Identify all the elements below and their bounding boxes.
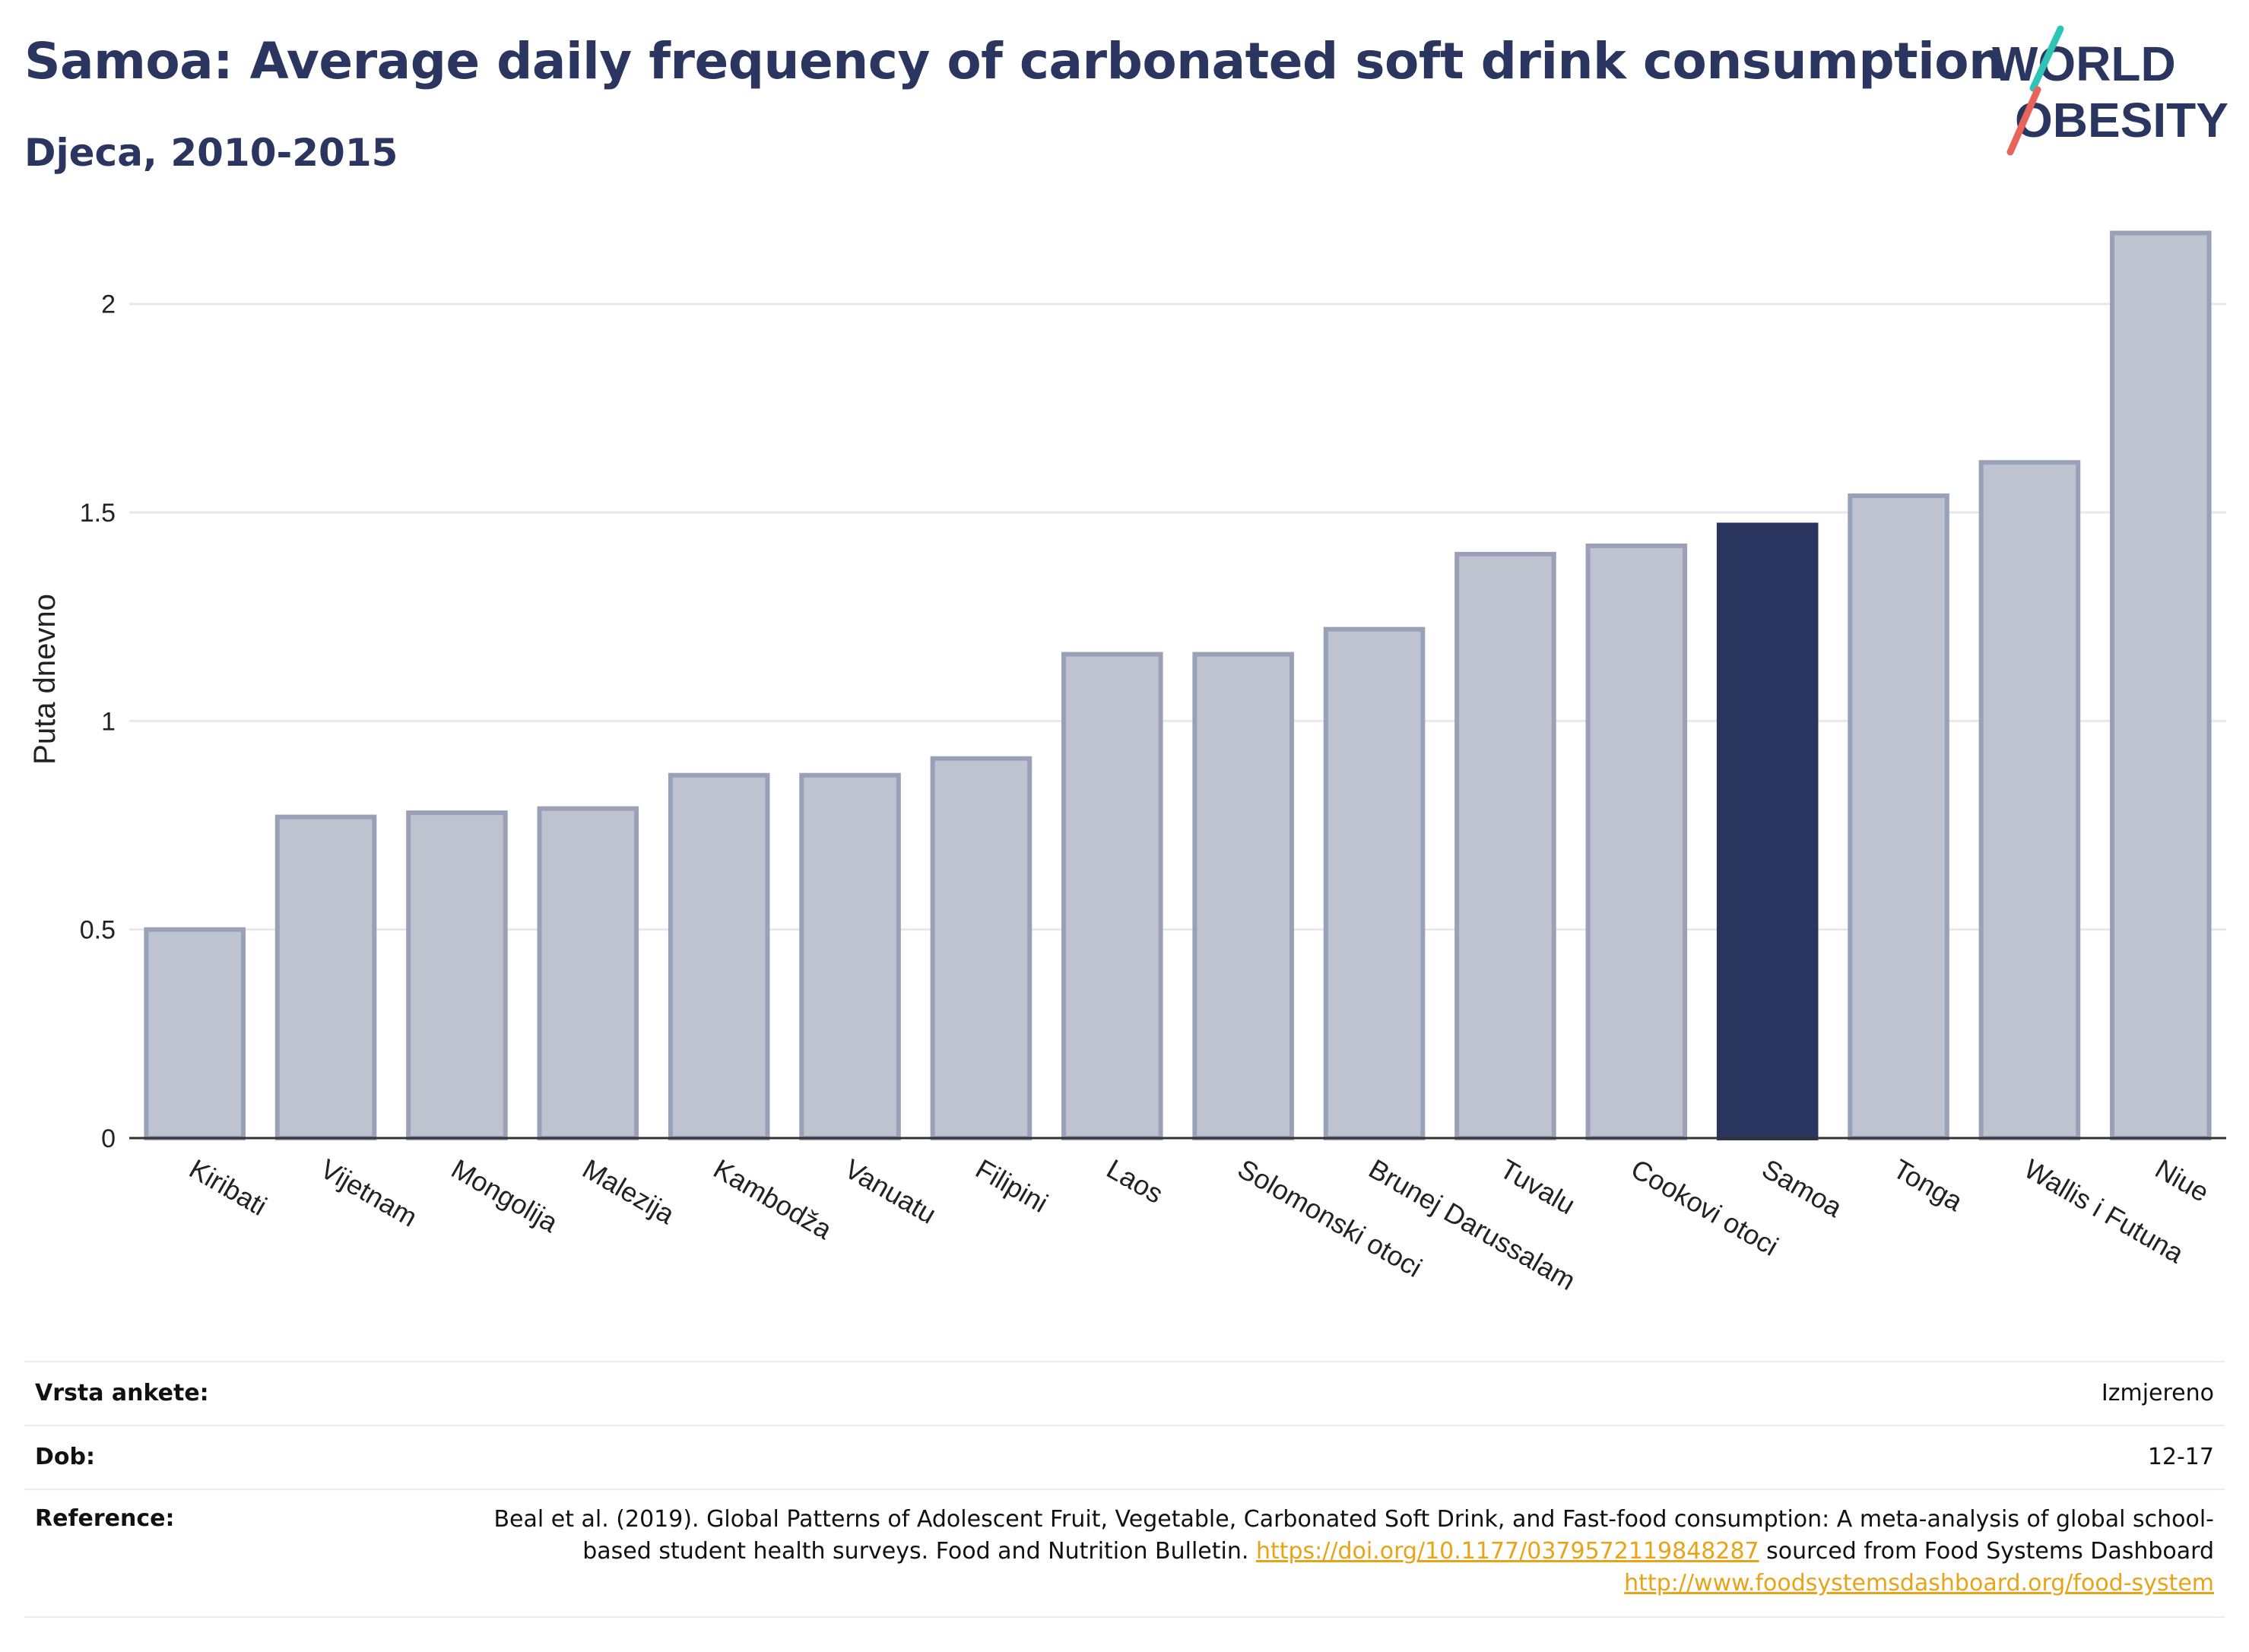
bar: [1848, 493, 1949, 1140]
chart-subtitle: Djeca, 2010-2015: [24, 131, 398, 175]
logo-slash-red: [2006, 86, 2041, 156]
bar: [144, 927, 246, 1140]
age-value: 12-17: [2147, 1444, 2214, 1470]
dashboard-link[interactable]: http://www.foodsystemsdashboard.org/food…: [1624, 1570, 2214, 1597]
y-axis-title: Puta dnevno: [28, 594, 62, 765]
logo-line1: WORLD: [1992, 36, 2176, 91]
x-tick-label: Mongolija: [446, 1153, 564, 1238]
x-tick-label: Kiribati: [184, 1153, 272, 1222]
x-tick-label: Vanuatu: [839, 1153, 941, 1229]
bar: [1978, 460, 2081, 1140]
reference-label: Reference:: [35, 1505, 175, 1532]
logo-slash-teal: [2029, 25, 2064, 92]
bar: [1061, 652, 1163, 1140]
x-tick-label: Kambodža: [709, 1153, 838, 1245]
reference-value: Beal et al. (2019). Global Patterns of A…: [430, 1490, 2225, 1600]
bar: [668, 772, 770, 1140]
logo-line2: OBESITY: [2015, 93, 2228, 147]
bar: [1454, 551, 1556, 1140]
x-tick-label: Niue: [2150, 1153, 2215, 1208]
reference-row: Reference: Beal et al. (2019). Global Pa…: [24, 1489, 2225, 1618]
survey-type-row: Vrsta ankete: Izmjereno: [24, 1361, 2225, 1425]
x-tick-label: Tuvalu: [1495, 1153, 1581, 1220]
bar: [537, 806, 639, 1140]
y-tick-label: 1.5: [80, 499, 116, 528]
y-tick-label: 1: [101, 707, 116, 736]
bar: [1716, 522, 1819, 1140]
world-obesity-logo: WORLD OBESITY: [1992, 25, 2228, 156]
bar: [930, 756, 1033, 1140]
bar: [1192, 652, 1294, 1140]
metadata-table: Vrsta ankete: Izmjereno Dob: 12-17 Refer…: [24, 1361, 2225, 1618]
x-tick-label: Samoa: [1757, 1153, 1848, 1223]
age-row: Dob: 12-17: [24, 1425, 2225, 1489]
age-label: Dob:: [35, 1444, 95, 1470]
x-tick-label: Tonga: [1888, 1153, 1968, 1217]
reference-text: Beal et al. (2019). Global Patterns of A…: [493, 1506, 2214, 1565]
x-tick-label: Filipini: [970, 1153, 1053, 1219]
reference-source-text: sourced from Food Systems Dashboard: [1766, 1538, 2214, 1565]
bar: [406, 810, 508, 1140]
y-tick-label: 2: [101, 290, 116, 319]
chart-title: Samoa: Average daily frequency of carbon…: [24, 32, 2004, 90]
bar: [274, 814, 377, 1141]
x-tick-label: Cookovi otoci: [1626, 1153, 1784, 1262]
bar: [2110, 230, 2212, 1140]
bar-chart: 0 0.5 1 1.5 2 Puta dnevno Kiribati Vijetnam Mong…: [28, 230, 2226, 1296]
x-tick-label: Malezija: [577, 1153, 680, 1230]
y-tick-label: 0: [101, 1124, 116, 1153]
x-tick-label: Vijetnam: [316, 1153, 423, 1232]
y-tick-label: 0.5: [80, 916, 116, 945]
survey-type-label: Vrsta ankete:: [35, 1380, 209, 1406]
bar: [1585, 543, 1688, 1140]
doi-link[interactable]: https://doi.org/10.1177/0379572119848287: [1255, 1538, 1759, 1565]
bar: [799, 772, 901, 1140]
survey-type-value: Izmjereno: [2101, 1380, 2214, 1406]
x-tick-label: Laos: [1102, 1153, 1169, 1210]
bar: [1323, 626, 1426, 1140]
